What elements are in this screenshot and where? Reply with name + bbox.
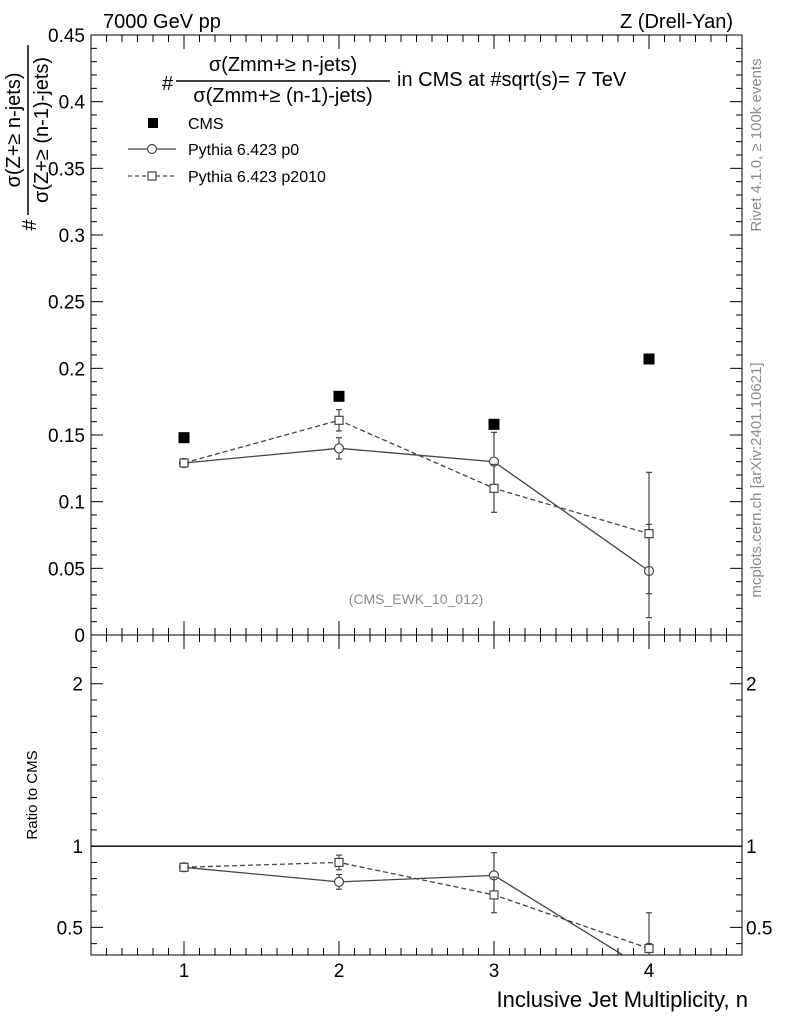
main-point-p2010 [179, 458, 189, 468]
ratio-y-tick-label: 1 [72, 837, 83, 858]
ratio-plot-area [178, 852, 654, 955]
x-tick-label: 4 [644, 961, 655, 982]
y-tick-label: 0.05 [48, 559, 85, 580]
ratio-point-p2010 [179, 862, 189, 872]
title-suffix: in CMS at #sqrt(s)= 7 TeV [397, 69, 627, 91]
ratio-y-label: Ratio to CMS [24, 750, 41, 839]
y-tick-label: 0.3 [59, 226, 85, 247]
ratio-frame [90, 634, 743, 956]
x-tick-label: 2 [334, 961, 345, 982]
ratio-point-p2010 [489, 890, 499, 900]
y-tick-label: 0.25 [48, 293, 85, 314]
y-tick-label: 0.15 [48, 426, 85, 447]
ylabel-numerator: σ(Z+≥ n-jets) [3, 73, 25, 188]
main-point-cms [178, 432, 190, 444]
legend-label-p2010: Pythia 6.423 p2010 [188, 169, 326, 186]
main-line-open-square [183, 419, 650, 535]
ratio-y-tick-label-right: 2 [746, 675, 757, 696]
legend: CMS Pythia 6.423 p0 Pythia 6.423 p2010 [128, 116, 326, 186]
title-numerator: σ(Zmm+≥ n-jets) [209, 54, 357, 76]
y-tick-label: 0 [74, 626, 85, 647]
legend-label-cms: CMS [188, 116, 224, 133]
plot-title: # σ(Zmm+≥ n-jets) σ(Zmm+≥ (n-1)-jets) in… [162, 54, 627, 107]
ylabel-denominator: σ(Z+≥ (n-1)-jets) [31, 57, 53, 203]
legend-label-p0: Pythia 6.423 p0 [188, 142, 299, 159]
header-right: Z (Drell-Yan) [620, 11, 733, 33]
ratio-y-tick-label-right: 1 [746, 837, 757, 858]
ratio-y-tick-label: 0.5 [57, 918, 83, 939]
main-plot-area [178, 353, 655, 619]
ratio-y-axis: 0.5 0.5 1 1 2 2 [57, 634, 772, 945]
x-axis-label: Inclusive Jet Multiplicity, n [497, 987, 748, 1012]
header-left: 7000 GeV pp [103, 11, 221, 33]
main-point-p2010 [489, 483, 499, 493]
ratio-y-tick-label-right: 0.5 [746, 918, 772, 939]
x-axis: 1 2 3 4 [106, 35, 727, 982]
main-line-open-circle [183, 447, 650, 572]
main-point-cms [643, 353, 655, 365]
y-tick-label: 0.1 [59, 493, 85, 514]
ratio-point-p2010 [644, 943, 654, 954]
main-point-cms [333, 390, 345, 402]
y-tick-label: 0.35 [48, 159, 85, 180]
main-point-p2010 [334, 415, 344, 425]
mcplots-label: mcplots.cern.ch [arXiv:2401.10621] [748, 362, 765, 597]
x-tick-label: 3 [489, 961, 500, 982]
analysis-id: (CMS_EWK_10_012) [349, 591, 484, 607]
main-point-p0 [333, 443, 345, 454]
main-point-cms [488, 418, 500, 430]
ratio-line-open-square [183, 861, 650, 950]
ratio-y-tick-label: 2 [72, 675, 83, 696]
ratio-line-open-circle [183, 866, 625, 955]
y-tick-label: 0.4 [59, 93, 86, 114]
main-point-p2010 [644, 529, 654, 539]
ratio-point-p0 [333, 876, 345, 888]
y-tick-label: 0.45 [48, 26, 85, 47]
ratio-point-p2010 [334, 857, 344, 868]
main-y-label: # σ(Z+≥ n-jets) σ(Z+≥ (n-1)-jets) [3, 45, 53, 231]
main-y-axis: 0 0.05 0.1 0.15 0.2 0.25 0.3 0.35 0.4 0.45 [48, 26, 742, 647]
legend-marker-cms [148, 118, 158, 128]
title-denominator: σ(Zmm+≥ (n-1)-jets) [193, 85, 372, 107]
title-prefix: # [162, 73, 174, 95]
y-tick-label: 0.2 [59, 359, 85, 380]
legend-marker-p2010 [147, 171, 157, 181]
legend-marker-p0 [146, 143, 158, 155]
rivet-version-label: Rivet 4.1.0, ≥ 100k events [748, 58, 765, 231]
ylabel-prefix: # [19, 219, 41, 231]
x-tick-label: 1 [179, 961, 190, 982]
